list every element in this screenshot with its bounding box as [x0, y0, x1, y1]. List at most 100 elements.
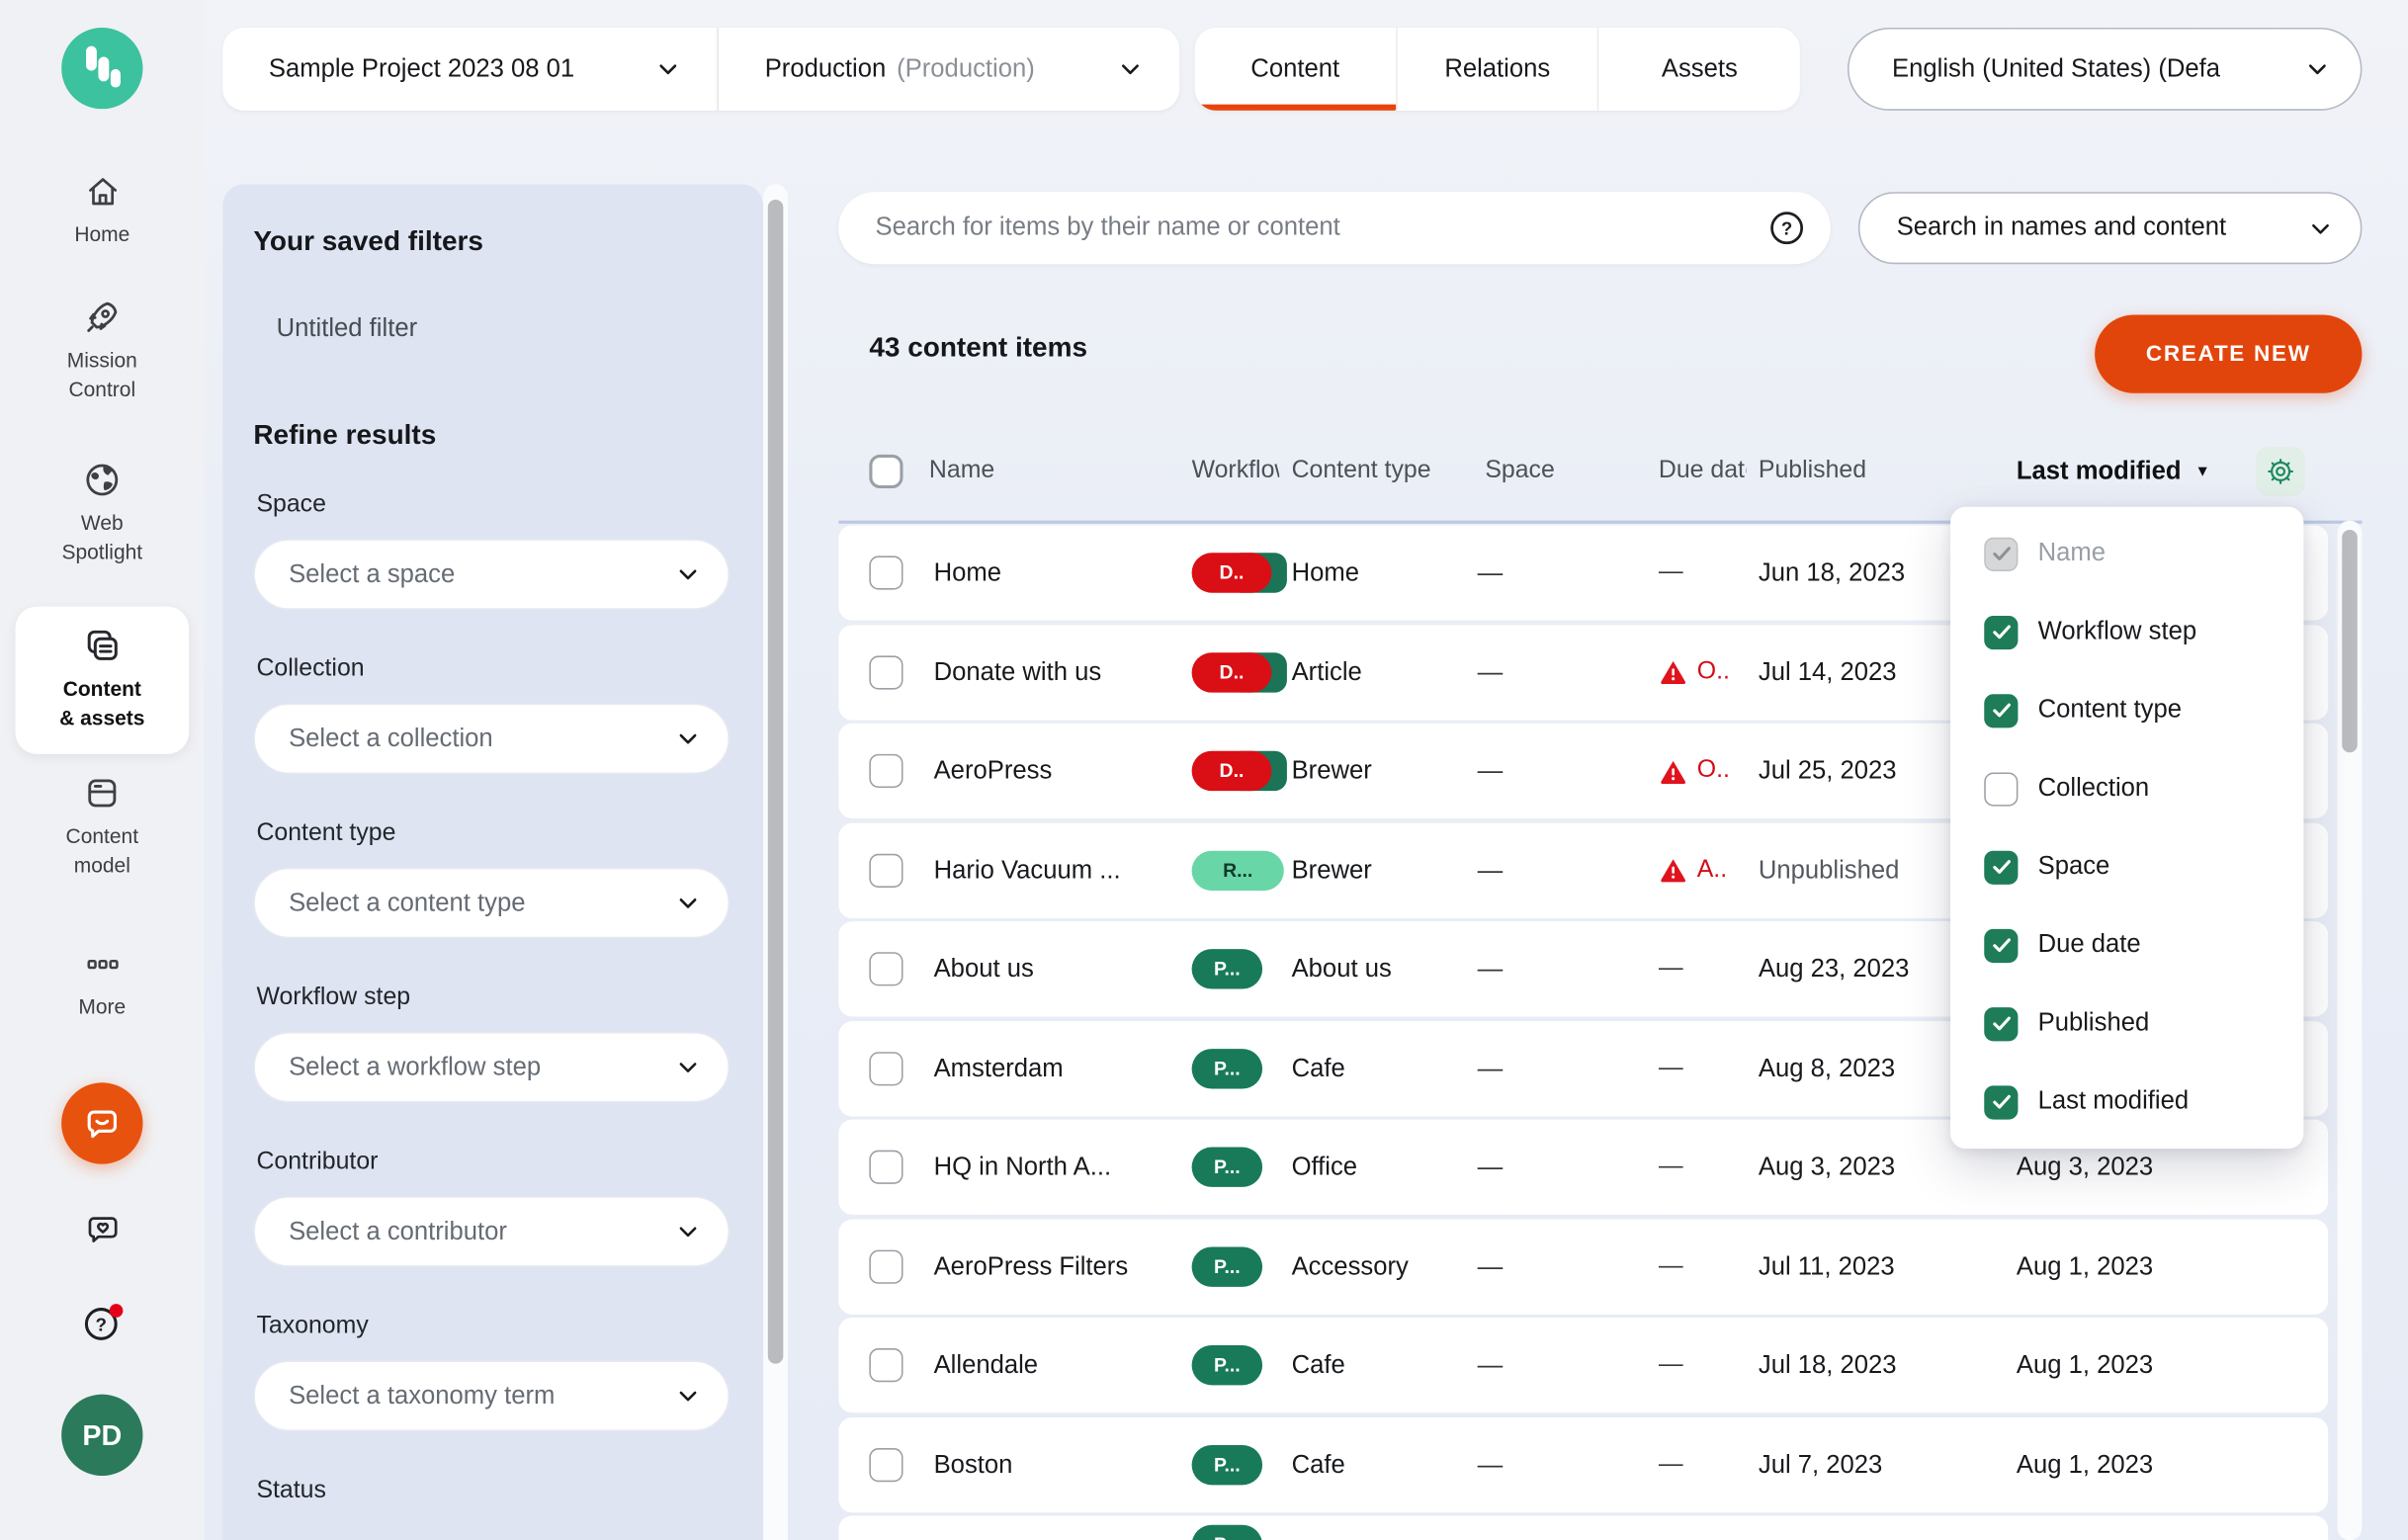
- help-icon: ?: [79, 1299, 126, 1345]
- column-option[interactable]: Workflow step: [1950, 593, 2303, 671]
- column-option[interactable]: Published: [1950, 984, 2303, 1063]
- row-checkbox[interactable]: [869, 556, 903, 589]
- column-header-workflow[interactable]: Workflow: [1192, 449, 1280, 495]
- filter-group: Workflow step Select a workflow step: [253, 984, 730, 1149]
- globe-icon: [6, 460, 198, 501]
- checkbox[interactable]: [1984, 615, 2018, 648]
- row-checkbox[interactable]: [869, 1348, 903, 1382]
- table-row[interactable]: P...: [838, 1515, 2328, 1540]
- search-box: ?: [838, 192, 1831, 264]
- item-content-type: Brewer: [1292, 822, 1470, 917]
- app-logo-icon[interactable]: [61, 28, 142, 109]
- sidebar-item-home[interactable]: Home: [6, 172, 198, 249]
- column-option[interactable]: Collection: [1950, 749, 2303, 827]
- filter-select[interactable]: Select a content type: [253, 868, 730, 938]
- filter-label: Taxonomy: [256, 1313, 730, 1340]
- column-option-label: Collection: [2038, 774, 2150, 804]
- sidebar-item-label: Content & assets: [16, 674, 190, 732]
- table-row[interactable]: Allendale P... Cafe — — Jul 18, 2023 Aug…: [838, 1318, 2328, 1412]
- column-header-content-type[interactable]: Content type: [1292, 449, 1464, 495]
- sidebar-item-mission-control[interactable]: Mission Control: [6, 297, 198, 404]
- item-name: About us: [934, 921, 1183, 1016]
- checkbox[interactable]: [1984, 1006, 2018, 1040]
- checkbox[interactable]: [1984, 928, 2018, 962]
- row-checkbox[interactable]: [869, 853, 903, 887]
- filter-select[interactable]: Select a contributor: [253, 1196, 730, 1266]
- row-checkbox[interactable]: [869, 754, 903, 788]
- column-header-published[interactable]: Published: [1759, 449, 1905, 495]
- item-due-date: [1659, 1515, 1754, 1540]
- scrollbar-thumb[interactable]: [768, 200, 784, 1364]
- column-header-space[interactable]: Space: [1485, 449, 1562, 495]
- language-selector[interactable]: English (United States) (Defa: [1848, 28, 2362, 111]
- chat-button[interactable]: [61, 1082, 142, 1163]
- filter-select[interactable]: Select a taxonomy term: [253, 1360, 730, 1430]
- tab-assets[interactable]: Assets: [1597, 28, 1800, 111]
- warning-icon: [1659, 756, 1688, 786]
- sidebar-item-label: Content model: [6, 821, 198, 880]
- workflow-badge: R...: [1192, 850, 1290, 890]
- warning-icon: [1659, 657, 1688, 687]
- item-space: —: [1478, 1120, 1570, 1215]
- environment-selector[interactable]: Production (Production): [718, 28, 1180, 111]
- filter-panel-scrollbar[interactable]: [763, 184, 788, 1540]
- checkbox[interactable]: [1984, 1085, 2018, 1119]
- scrollbar-thumb[interactable]: [2342, 530, 2358, 752]
- checkbox[interactable]: [1984, 772, 2018, 806]
- search-scope-selector[interactable]: Search in names and content: [1858, 192, 2363, 264]
- row-checkbox[interactable]: [869, 655, 903, 689]
- table-scrollbar[interactable]: [2338, 521, 2363, 1540]
- row-checkbox[interactable]: [869, 952, 903, 985]
- checkbox[interactable]: [1984, 537, 2018, 570]
- sidebar-item-label: Web Spotlight: [6, 508, 198, 566]
- row-checkbox[interactable]: [869, 1447, 903, 1481]
- row-checkbox[interactable]: [869, 1051, 903, 1084]
- item-published: Aug 3, 2023: [1759, 1120, 1931, 1215]
- select-all-checkbox[interactable]: [869, 455, 903, 488]
- filter-select[interactable]: Select a space: [253, 539, 730, 609]
- main-tabs: Content Relations Assets: [1195, 28, 1800, 111]
- search-scope-value: Search in names and content: [1897, 214, 2226, 243]
- user-avatar[interactable]: PD: [61, 1395, 142, 1476]
- tab-content[interactable]: Content: [1195, 28, 1396, 111]
- create-new-button[interactable]: CREATE NEW: [2095, 314, 2362, 392]
- chevron-down-icon: [672, 888, 703, 918]
- column-option-label: Space: [2038, 852, 2110, 882]
- search-input[interactable]: [872, 212, 1767, 244]
- filter-groups: Space Select a space Collection Select a…: [253, 491, 730, 1540]
- checkbox[interactable]: [1984, 850, 2018, 884]
- workflow-badge: D..: [1192, 751, 1290, 791]
- column-header-due-date[interactable]: Due date: [1659, 449, 1747, 495]
- sidebar-item-content-model[interactable]: Content model: [6, 772, 198, 880]
- project-selector[interactable]: Sample Project 2023 08 01: [222, 28, 717, 111]
- column-option[interactable]: Space: [1950, 827, 2303, 905]
- column-option[interactable]: Last modified: [1950, 1063, 2303, 1141]
- column-settings-popover: Name Workflow step Content type Collecti…: [1950, 507, 2303, 1149]
- table-row[interactable]: AeroPress Filters P... Accessory — — Jul…: [838, 1219, 2328, 1314]
- column-settings-button[interactable]: [2256, 447, 2305, 496]
- filter-select[interactable]: Select a collection: [253, 704, 730, 774]
- tab-relations[interactable]: Relations: [1396, 28, 1598, 111]
- sidebar-item-web-spotlight[interactable]: Web Spotlight: [6, 460, 198, 567]
- item-space: —: [1478, 822, 1570, 917]
- chevron-down-icon: [652, 53, 683, 84]
- column-option[interactable]: Name: [1950, 514, 2303, 592]
- sidebar-item-more[interactable]: More: [6, 944, 198, 1021]
- sidebar-item-content-assets[interactable]: Content & assets: [16, 607, 190, 754]
- filter-select[interactable]: Select a workflow step: [253, 1032, 730, 1102]
- saved-filter-item[interactable]: Untitled filter: [277, 314, 417, 344]
- checkbox[interactable]: [1984, 693, 2018, 727]
- column-header-name[interactable]: Name: [929, 449, 1160, 495]
- chevron-down-icon: [2305, 213, 2336, 243]
- column-option[interactable]: Due date: [1950, 906, 2303, 984]
- column-header-last-modified[interactable]: Last modified ▼: [2017, 449, 2247, 495]
- warning-icon: [1659, 855, 1688, 885]
- row-checkbox[interactable]: [869, 1151, 903, 1184]
- item-name: AeroPress Filters: [934, 1219, 1183, 1314]
- table-row[interactable]: Boston P... Cafe — — Jul 7, 2023 Aug 1, …: [838, 1416, 2328, 1511]
- feedback-button[interactable]: [0, 1210, 205, 1249]
- column-option[interactable]: Content type: [1950, 671, 2303, 749]
- row-checkbox[interactable]: [869, 1249, 903, 1283]
- help-button[interactable]: ?: [0, 1299, 205, 1345]
- search-help-icon[interactable]: ?: [1767, 209, 1806, 247]
